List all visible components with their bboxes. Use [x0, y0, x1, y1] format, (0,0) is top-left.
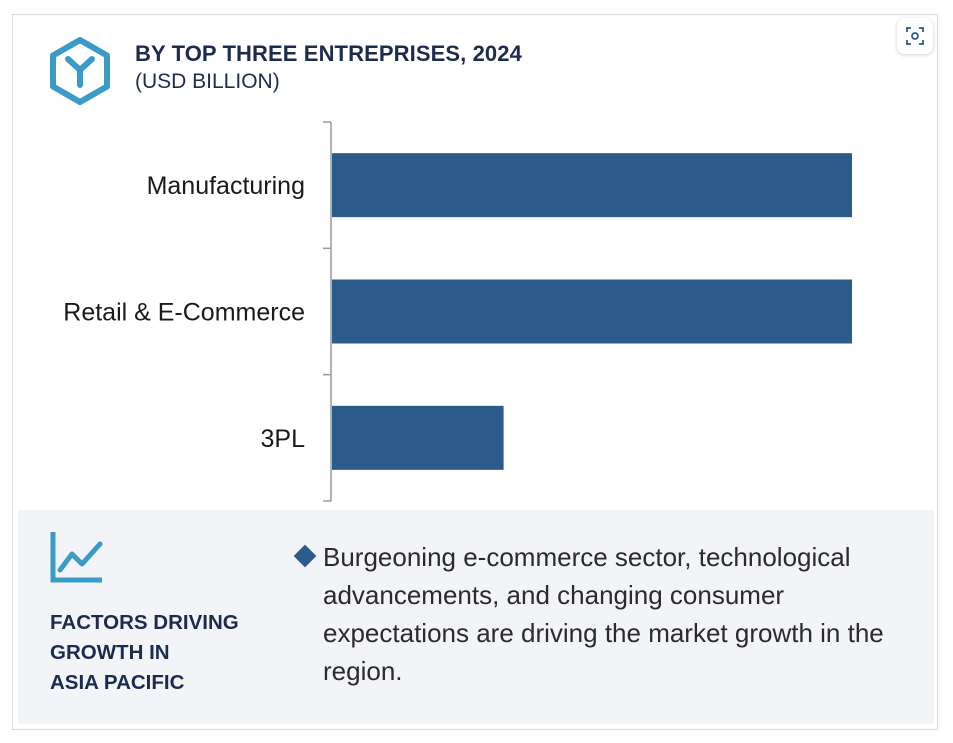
factors-label-line: ASIA PACIFIC	[50, 671, 185, 694]
factors-label-line: FACTORS DRIVING	[50, 611, 239, 634]
chart-subtitle: (USD BILLION)	[135, 70, 280, 93]
category-label: 3PL	[261, 425, 306, 453]
factors-label-line: GROWTH IN	[50, 641, 170, 664]
factors-label: FACTORS DRIVING GROWTH IN ASIA PACIFIC	[50, 608, 270, 698]
bar-retail-e-commerce	[332, 279, 852, 344]
factor-text: Burgeoning e-commerce sector, technologi…	[323, 542, 884, 686]
expand-image-icon	[906, 27, 924, 45]
bar-3pl	[332, 405, 504, 470]
bar-manufacturing	[332, 153, 852, 218]
factors-panel	[18, 510, 934, 724]
trend-chart-icon	[50, 532, 103, 583]
category-label: Manufacturing	[147, 172, 305, 200]
bar-chart: Manufacturing Retail & E-Commerce 3PL	[63, 121, 852, 502]
expand-image-button[interactable]	[897, 18, 933, 54]
category-label: Retail & E-Commerce	[63, 299, 305, 327]
hexagon-logo-icon	[50, 37, 110, 105]
chart-title: BY TOP THREE ENTREPRISES, 2024	[135, 41, 522, 66]
